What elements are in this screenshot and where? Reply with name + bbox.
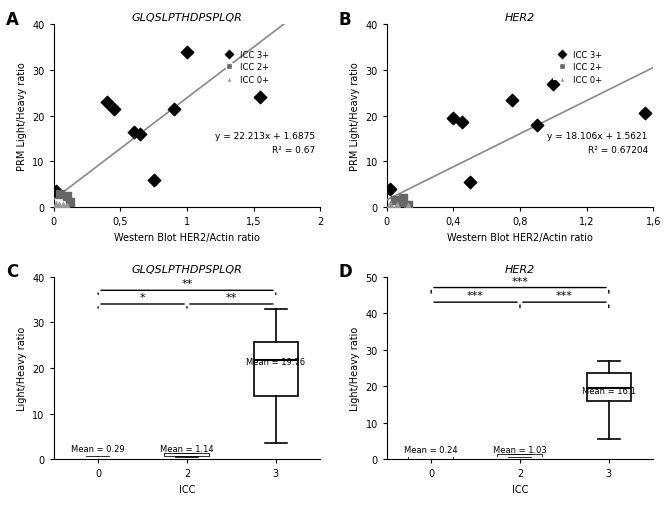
Text: y = 22.213x + 1.6875: y = 22.213x + 1.6875 — [215, 131, 315, 140]
ICC 3+ — [135, 131, 146, 139]
PathPatch shape — [76, 458, 120, 459]
ICC 3+ — [456, 119, 467, 127]
ICC 3+ — [464, 178, 475, 186]
ICC 3+ — [101, 98, 112, 107]
PathPatch shape — [253, 342, 298, 397]
ICC 0+ — [391, 203, 402, 211]
ICC 2+ — [398, 194, 409, 203]
Legend: ICC 3+, ICC 2+, ICC 0+: ICC 3+, ICC 2+, ICC 0+ — [218, 47, 273, 88]
ICC 3+ — [149, 176, 159, 184]
Text: ***: *** — [467, 291, 484, 301]
ICC 3+ — [448, 115, 459, 123]
ICC 0+ — [62, 203, 73, 211]
Text: Mean = 1.14: Mean = 1.14 — [160, 444, 214, 453]
ICC 3+ — [181, 48, 192, 57]
ICC 2+ — [65, 199, 75, 207]
ICC 2+ — [403, 201, 414, 210]
X-axis label: ICC: ICC — [512, 484, 528, 494]
Text: A: A — [6, 11, 19, 29]
Title: GLQSLPTHDPSPLQR: GLQSLPTHDPSPLQR — [132, 13, 243, 23]
ICC 2+ — [62, 192, 73, 200]
ICC 3+ — [384, 185, 395, 193]
ICC 3+ — [640, 110, 650, 118]
Text: Mean = 0.24: Mean = 0.24 — [405, 445, 458, 454]
Text: B: B — [339, 11, 351, 29]
X-axis label: ICC: ICC — [179, 484, 195, 494]
ICC 3+ — [255, 94, 265, 102]
ICC 3+ — [51, 187, 62, 195]
Text: **: ** — [181, 278, 193, 288]
ICC 0+ — [403, 203, 414, 211]
PathPatch shape — [498, 455, 542, 457]
ICC 0+ — [384, 201, 395, 210]
ICC 3+ — [108, 106, 119, 114]
Text: y = 18.106x + 1.5621: y = 18.106x + 1.5621 — [548, 131, 648, 140]
ICC 3+ — [548, 80, 558, 88]
Y-axis label: Light/Heavy ratio: Light/Heavy ratio — [17, 326, 27, 410]
ICC 2+ — [394, 199, 405, 207]
Text: **: ** — [226, 292, 237, 302]
Title: HER2: HER2 — [505, 265, 535, 275]
PathPatch shape — [587, 373, 631, 401]
ICC 2+ — [390, 197, 401, 205]
Legend: ICC 3+, ICC 2+, ICC 0+: ICC 3+, ICC 2+, ICC 0+ — [551, 47, 605, 88]
Text: Mean = 0.29: Mean = 0.29 — [71, 444, 125, 453]
ICC 3+ — [168, 106, 179, 114]
ICC 3+ — [128, 128, 139, 136]
Y-axis label: PRM Light/Heavy ratio: PRM Light/Heavy ratio — [350, 62, 360, 171]
Text: R² = 0.67: R² = 0.67 — [271, 146, 315, 155]
Text: Mean = 19.76: Mean = 19.76 — [246, 358, 305, 367]
ICC 0+ — [58, 203, 69, 211]
Text: R² = 0.67204: R² = 0.67204 — [587, 146, 648, 155]
Text: C: C — [6, 263, 18, 280]
Text: *: * — [140, 292, 145, 302]
Title: HER2: HER2 — [505, 13, 535, 23]
ICC 0+ — [54, 202, 65, 210]
Text: D: D — [339, 263, 353, 280]
ICC 0+ — [51, 201, 62, 210]
Y-axis label: PRM Light/Heavy ratio: PRM Light/Heavy ratio — [17, 62, 27, 171]
X-axis label: Western Blot HER2/Actin ratio: Western Blot HER2/Actin ratio — [114, 232, 260, 242]
Y-axis label: Light/Heavy ratio: Light/Heavy ratio — [350, 326, 360, 410]
X-axis label: Western Blot HER2/Actin ratio: Western Blot HER2/Actin ratio — [447, 232, 593, 242]
Text: ***: *** — [556, 291, 573, 301]
ICC 2+ — [55, 191, 66, 199]
Text: ***: *** — [511, 276, 528, 286]
ICC 3+ — [532, 122, 542, 130]
ICC 3+ — [506, 96, 517, 105]
Text: Mean = 1.03: Mean = 1.03 — [493, 445, 547, 454]
Text: Mean = 16.1: Mean = 16.1 — [582, 386, 636, 395]
Title: GLQSLPTHDPSPLQR: GLQSLPTHDPSPLQR — [132, 265, 243, 275]
PathPatch shape — [165, 454, 209, 456]
